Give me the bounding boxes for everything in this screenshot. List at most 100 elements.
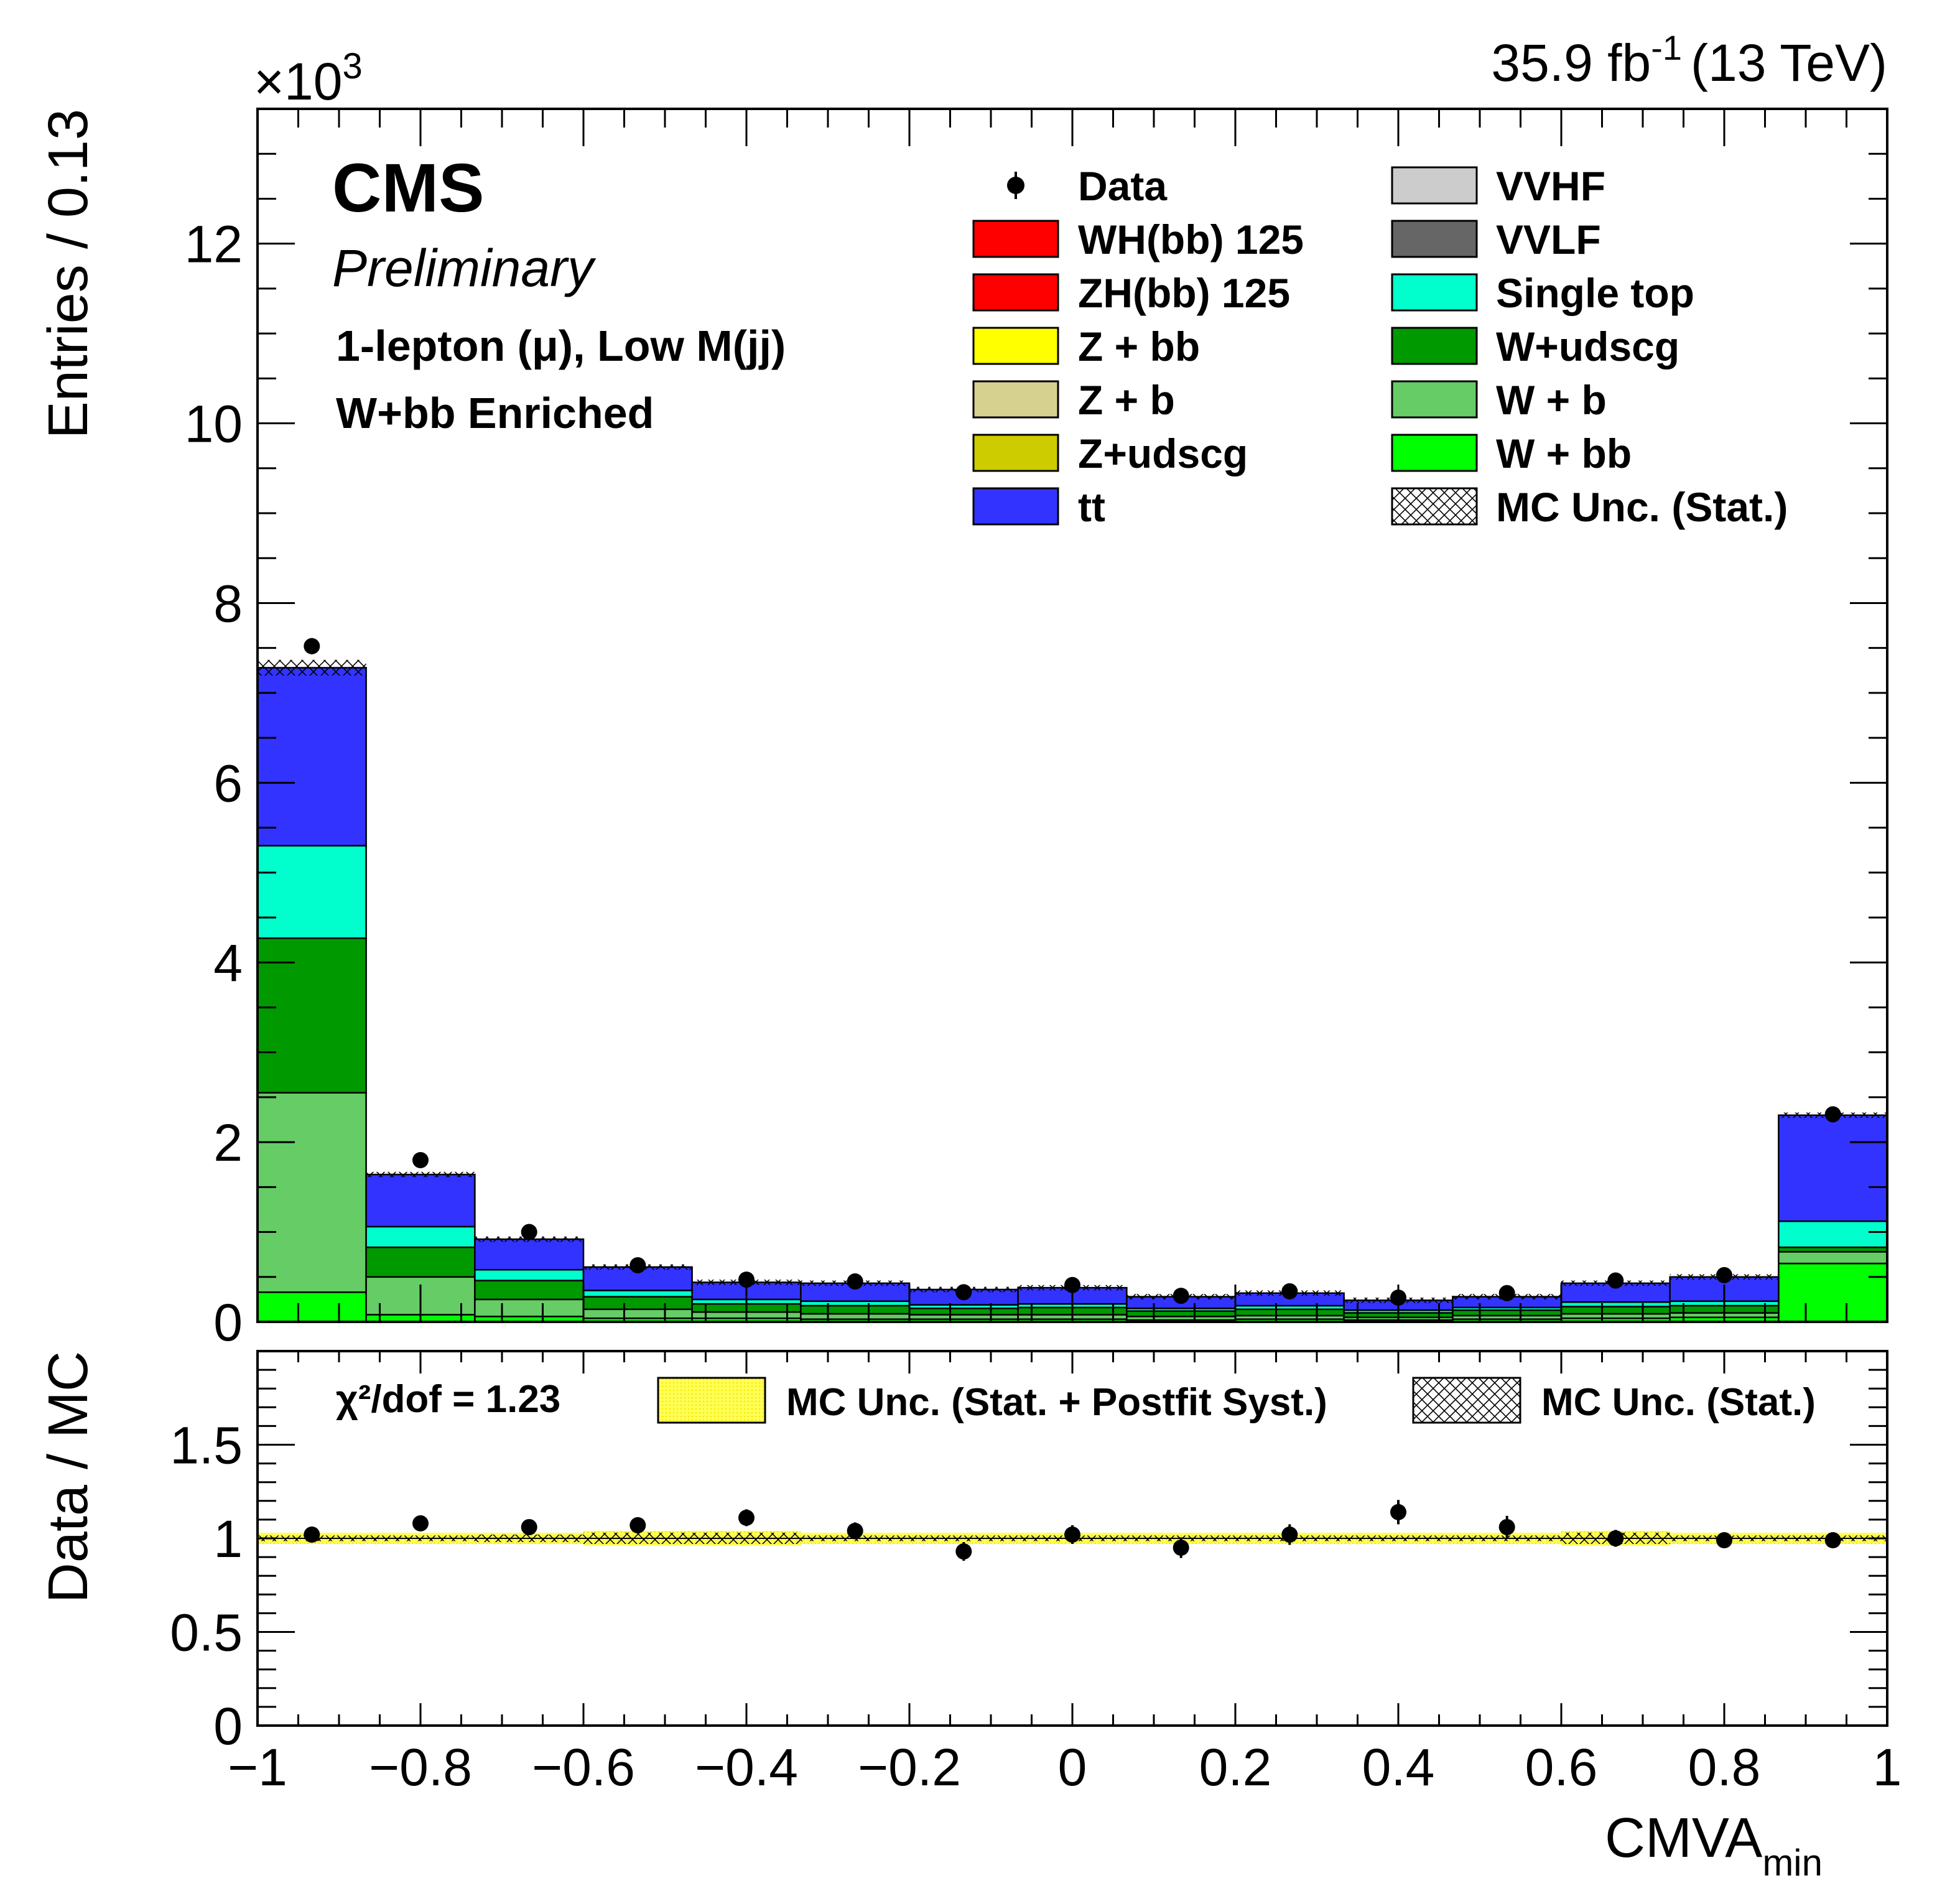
x-tick-label: −1 [228,1738,287,1796]
legend-swatch-w-udscg [1391,327,1478,365]
ratio-point-2 [521,1518,537,1535]
x-tick-label: −0.4 [695,1738,798,1796]
ratio-point-14 [1824,1532,1841,1549]
legend-swatch-single-top [1391,273,1478,312]
lower-y-tick-label: 1 [213,1510,243,1568]
legend-label-single-top: Single top [1496,270,1694,316]
stat-band-swatch [1412,1377,1521,1424]
data-point-14 [1824,1106,1841,1123]
data-point-1 [412,1152,429,1168]
legend-swatch-w-bb [1391,434,1478,472]
legend-label-z-b: Z + b [1078,377,1175,423]
cms-label: CMS [332,150,484,226]
bar-w-udscg-1 [365,1246,476,1278]
ratio-point-8 [1173,1540,1189,1556]
ratio-point-12 [1607,1530,1624,1546]
region-line2: W+bb Enriched [336,389,654,437]
bar-w-udscg-0 [256,937,367,1094]
mc-unc-hatch-0 [258,659,366,676]
x-tick-label: 0 [1058,1738,1087,1796]
legend-data-marker [1007,177,1024,194]
upper-y-tick-label: 6 [213,754,243,812]
bar-single-top-1 [365,1225,476,1248]
upper-y-tick-label: 8 [213,574,243,633]
bar-w-udscg-12 [1560,1306,1671,1315]
lower-y-tick-labels: 0 0.5 1 1.5 [170,1416,243,1756]
legend-label-zh-bb-125: ZH(bb) 125 [1078,270,1290,316]
ratio-point-11 [1498,1518,1515,1535]
data-point-4 [738,1271,755,1288]
stacked-histogram [256,667,1888,1323]
y-multiplier: ×103 [254,46,363,111]
data-point-3 [629,1257,646,1273]
bar-tt-1 [365,1173,476,1228]
ratio-point-13 [1716,1532,1732,1549]
lower-y-tick-label: 0 [213,1697,243,1755]
x-tick-label: 0.8 [1688,1738,1761,1796]
x-tick-label: 0.2 [1199,1738,1272,1796]
bar-w-udscg-11 [1452,1309,1563,1317]
legend-label-data: Data [1078,163,1168,209]
upper-y-tick-label: 10 [185,395,243,453]
upper-y-tick-labels: 0 2 4 6 8 10 12 [185,215,243,1352]
legend-label-w-bb: W + bb [1496,430,1632,476]
legend-label-z-bb: Z + bb [1078,323,1200,370]
legend-label-w-udscg: W+udscg [1496,323,1679,370]
data-point-0 [304,638,320,654]
preliminary-label: Preliminary [332,239,597,297]
data-point-12 [1607,1272,1624,1289]
bar-single-top-2 [474,1268,585,1281]
legend-label-vvhf: VVHF [1496,163,1605,209]
ratio-point-6 [955,1543,972,1560]
x-tick-label: 0.4 [1362,1738,1435,1796]
stat-band-label: MC Unc. (Stat.) [1541,1381,1816,1424]
ratio-point-1 [412,1515,429,1531]
legend-label-tt: tt [1078,484,1105,530]
bar-tt-14 [1778,1114,1888,1222]
ratio-point-3 [629,1517,646,1533]
data-point-5 [847,1273,863,1290]
bar-single-top-3 [582,1290,693,1298]
x-tick-label: 0.6 [1525,1738,1598,1796]
bar-w-bb-14 [1778,1262,1888,1323]
lower-y-tick-label: 0.5 [170,1604,243,1662]
lower-y-axis-title: Data / MC [37,1351,100,1603]
syst-band-swatch [657,1377,766,1424]
data-point-11 [1498,1285,1515,1301]
ratio-point-9 [1281,1526,1298,1543]
legend-swatch-zh-bb-125 [972,273,1059,312]
ratio-point-5 [847,1522,863,1539]
bar-single-top-0 [256,845,367,939]
upper-y-tick-label: 12 [185,215,243,274]
syst-band-label: MC Unc. (Stat. + Postfit Syst.) [786,1381,1327,1424]
legend-swatch-z-udscg [972,434,1059,472]
bar-tt-2 [474,1238,585,1271]
data-point-9 [1281,1283,1298,1299]
x-tick-label: 1 [1873,1738,1902,1796]
legend-label-wh-bb-125: WH(bb) 125 [1078,216,1304,263]
bar-w-b-14 [1778,1251,1888,1265]
upper-y-tick-label: 2 [213,1113,243,1172]
bar-w-udscg-9 [1234,1308,1345,1317]
legend-swatch-mc-unc-stat [1391,487,1478,526]
legend-swatch-vvhf [1391,166,1478,205]
upper-y-axis-title: Entries / 0.13 [37,109,100,439]
ratio-point-4 [738,1509,755,1526]
bar-w-udscg-6 [908,1308,1019,1316]
legend-swatch-wh-bb-125 [972,220,1059,258]
upper-y-tick-label: 0 [213,1293,243,1352]
ratio-points [304,1500,1841,1561]
data-point-6 [955,1284,972,1301]
data-points [304,638,1841,1306]
legend-label-w-b: W + b [1496,377,1607,423]
bar-w-udscg-5 [800,1304,911,1315]
ratio-point-0 [304,1526,320,1543]
ratio-point-7 [1064,1526,1080,1543]
data-point-13 [1716,1267,1732,1283]
bar-w-b-0 [256,1092,367,1293]
bar-tt-0 [256,667,367,847]
bar-w-b-3 [582,1308,693,1319]
chi2-label: χ²/dof = 1.23 [336,1378,560,1421]
axis-ticks [256,108,1888,1727]
